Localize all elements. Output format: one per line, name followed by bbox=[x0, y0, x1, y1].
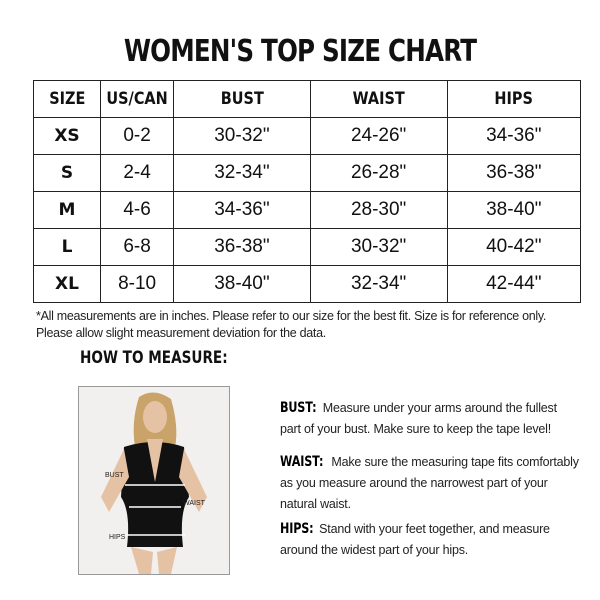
hips-instructions: HIPS: Stand with your feet together, and… bbox=[280, 519, 580, 561]
waist-instructions: WAIST: Make sure the measuring tape fits… bbox=[280, 452, 580, 515]
column-header-label: SIZE bbox=[48, 89, 86, 109]
photo-label-waist: WAIST bbox=[183, 500, 206, 507]
size-cell: XS bbox=[32, 117, 102, 155]
table-cell: 26-28" bbox=[309, 154, 448, 192]
table-cell: 8-10 bbox=[100, 265, 175, 303]
table-cell: 32-34" bbox=[309, 265, 448, 303]
size-cell: M bbox=[32, 191, 102, 229]
table-cell: 36-38" bbox=[446, 154, 582, 192]
table-cell: 34-36" bbox=[446, 117, 582, 155]
size-chart-table: SIZE US/CAN BUST WAIST HIPS XS 0-2 30-32" 24-26… bbox=[32, 80, 582, 303]
hips-text: Stand with your feet together, and measu… bbox=[280, 522, 550, 557]
bust-instructions: BUST: Measure under your arms around the… bbox=[280, 398, 580, 440]
photo-label-hips: HIPS bbox=[109, 534, 126, 541]
table-cell: 6-8 bbox=[100, 228, 175, 266]
column-header: HIPS bbox=[446, 80, 582, 118]
measurement-note: *All measurements are in inches. Please … bbox=[36, 309, 547, 340]
table-row: L 6-8 36-38" 30-32" 40-42" bbox=[32, 228, 582, 266]
table-cell: 30-32" bbox=[309, 228, 448, 266]
bust-label: BUST: bbox=[280, 400, 317, 416]
waist-text: Make sure the measuring tape fits comfor… bbox=[280, 455, 579, 511]
table-cell: 4-6 bbox=[100, 191, 175, 229]
table-cell: 38-40" bbox=[173, 265, 311, 303]
table-cell: 36-38" bbox=[173, 228, 311, 266]
table-row: XS 0-2 30-32" 24-26" 34-36" bbox=[32, 117, 582, 155]
table-cell: 32-34" bbox=[173, 154, 311, 192]
column-header: BUST bbox=[173, 80, 311, 118]
bust-text: Measure under your arms around the fulle… bbox=[280, 401, 557, 436]
size-cell: S bbox=[32, 154, 102, 192]
table-row: M 4-6 34-36" 28-30" 38-40" bbox=[32, 191, 582, 229]
table-row: S 2-4 32-34" 26-28" 36-38" bbox=[32, 154, 582, 192]
table-cell: 42-44" bbox=[446, 265, 582, 303]
table-cell: 28-30" bbox=[309, 191, 448, 229]
size-cell: L bbox=[32, 228, 102, 266]
column-header: WAIST bbox=[309, 80, 448, 118]
column-header-label: HIPS bbox=[494, 89, 534, 109]
how-to-measure-heading: HOW TO MEASURE: bbox=[80, 348, 228, 368]
column-header: SIZE bbox=[32, 80, 102, 118]
column-header-label: BUST bbox=[220, 89, 264, 109]
measurement-photo: BUST WAIST HIPS bbox=[78, 386, 230, 575]
table-cell: 2-4 bbox=[100, 154, 175, 192]
table-cell: 34-36" bbox=[173, 191, 311, 229]
photo-label-bust: BUST bbox=[105, 472, 124, 479]
page-title: WOMEN'S TOP SIZE CHART bbox=[123, 34, 477, 69]
column-header: US/CAN bbox=[100, 80, 175, 118]
table-cell: 0-2 bbox=[100, 117, 175, 155]
table-cell: 38-40" bbox=[446, 191, 582, 229]
size-cell: XL bbox=[32, 265, 102, 303]
table-cell: 40-42" bbox=[446, 228, 582, 266]
table-row: XL 8-10 38-40" 32-34" 42-44" bbox=[32, 265, 582, 303]
table-cell: 30-32" bbox=[173, 117, 311, 155]
waist-label: WAIST: bbox=[280, 454, 324, 470]
hips-label: HIPS: bbox=[280, 521, 314, 537]
table-cell: 24-26" bbox=[309, 117, 448, 155]
column-header-label: US/CAN bbox=[106, 89, 168, 109]
column-header-label: WAIST bbox=[352, 89, 405, 109]
table-header-row: SIZE US/CAN BUST WAIST HIPS bbox=[32, 80, 582, 118]
